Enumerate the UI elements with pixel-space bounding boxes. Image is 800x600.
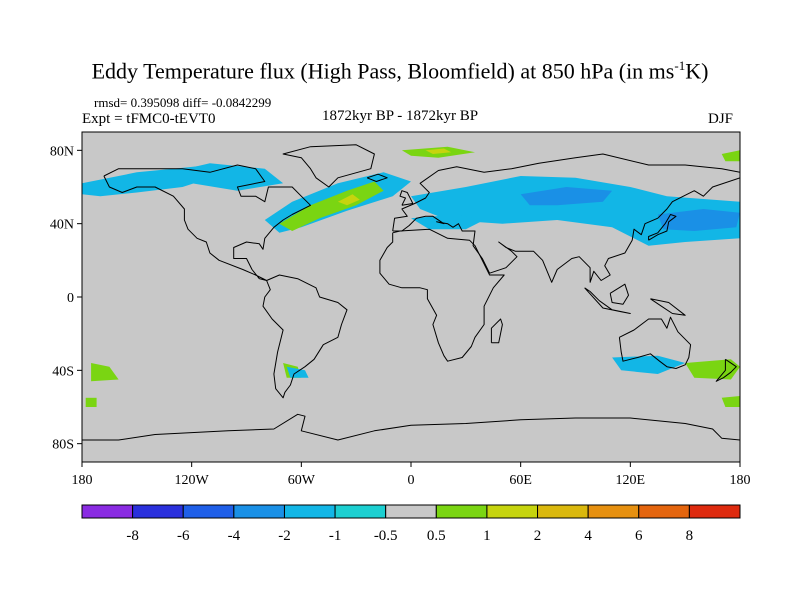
lat-label: 80S xyxy=(52,438,74,453)
region-atlantic-green-core xyxy=(279,181,384,231)
colorbar-labels: -8 -6 -4 -2 -1 -0.5 0.5 1 2 4 6 8 xyxy=(126,528,693,544)
colorbar-box xyxy=(334,504,387,519)
coastline-greenland xyxy=(282,144,375,188)
colorbar-box xyxy=(283,504,336,519)
coastline-new-guinea xyxy=(650,298,686,316)
experiment-label: Expt = tFMC0-tEVT0 xyxy=(82,111,216,127)
region-tasman-green xyxy=(685,359,740,380)
colorbar-box xyxy=(132,504,184,519)
region-arctic-yellow xyxy=(425,148,452,154)
colorbar-label: -0.5 xyxy=(374,528,398,544)
title-text: Eddy Temperature flux (High Pass, Bloomf… xyxy=(91,58,675,84)
coastline-north-america xyxy=(103,164,311,281)
colorbar-label: -2 xyxy=(278,528,291,544)
region-south-far-east-green xyxy=(721,396,740,407)
region-south-indian-green xyxy=(85,397,97,407)
lon-label: 180 xyxy=(730,473,751,488)
region-south-atlantic-cyan xyxy=(286,366,309,378)
colorbar-label: 4 xyxy=(584,528,592,544)
title-superscript: -1 xyxy=(674,58,686,73)
colorbar-label: -6 xyxy=(177,528,190,544)
region-australia-south-cyan xyxy=(612,355,686,374)
colorbar-label: -4 xyxy=(228,528,241,544)
colorbar-box xyxy=(587,504,640,519)
region-eurasia-cyan-band xyxy=(411,176,740,246)
coastline-new-zealand xyxy=(715,358,737,382)
coastlines xyxy=(82,144,740,453)
colorbar-label: 6 xyxy=(635,528,643,544)
coastline-eurasia xyxy=(392,153,740,283)
colorbar-box xyxy=(182,504,235,519)
colorbar-box xyxy=(81,504,134,519)
coastline-australia xyxy=(618,316,692,369)
colorbar-label: -1 xyxy=(329,528,342,544)
lat-label: 0 xyxy=(67,291,74,306)
coastline-indonesia xyxy=(584,287,631,314)
colorbar-label: -8 xyxy=(126,528,139,544)
coastline-antarctica xyxy=(82,413,740,453)
lon-label: 120W xyxy=(175,473,210,488)
colorbar-box xyxy=(435,504,488,519)
colorbar-box xyxy=(385,504,437,519)
colorbar-label: 8 xyxy=(686,528,694,544)
latitude-axis: 80N 40N 0 40S 80S xyxy=(50,144,82,453)
period-label: 1872kyr BP - 1872kyr BP xyxy=(322,108,479,124)
plot-title: Eddy Temperature flux (High Pass, Bloomf… xyxy=(0,58,800,84)
coastline-south-america xyxy=(262,274,348,399)
lat-label: 40S xyxy=(52,364,74,379)
region-med-cyan xyxy=(411,214,485,230)
region-atlantic-yellow-spot xyxy=(337,194,360,206)
map-background xyxy=(82,132,740,462)
season-label: DJF xyxy=(708,111,734,127)
lon-label: 0 xyxy=(408,473,415,488)
flux-regions xyxy=(82,146,740,407)
coastline-madagascar xyxy=(490,318,503,344)
colorbar-box xyxy=(233,504,285,519)
longitude-axis: 180 120W 60W 0 60E 120E 180 xyxy=(72,462,751,488)
coastline-borneo xyxy=(609,283,629,305)
colorbar-label: 1 xyxy=(483,528,491,544)
lat-label: 80N xyxy=(50,144,74,159)
colorbar-box xyxy=(638,504,690,519)
lon-label: 180 xyxy=(72,473,93,488)
lon-label: 60E xyxy=(509,473,532,488)
colorbar-box xyxy=(688,504,741,519)
region-bering-green xyxy=(721,150,740,162)
coastline-britain xyxy=(399,190,414,206)
stats-label: rmsd= 0.395098 diff= -0.0842299 xyxy=(94,95,272,110)
colorbar-label: 0.5 xyxy=(427,528,446,544)
coastline-iceland xyxy=(366,173,388,182)
colorbar-box xyxy=(486,504,539,519)
region-eurasia-blue-core xyxy=(520,187,613,206)
lat-label: 40N xyxy=(50,218,74,233)
lon-label: 120E xyxy=(616,473,646,488)
region-se-pacific-green xyxy=(91,363,119,382)
colorbar-label: 2 xyxy=(534,528,542,544)
lon-label: 60W xyxy=(288,473,316,488)
colorbar-box xyxy=(537,504,589,519)
title-end: K) xyxy=(685,58,709,84)
region-japan-blue-core xyxy=(657,209,740,231)
coastline-japan xyxy=(648,214,677,241)
colorbar-boxes xyxy=(81,504,741,519)
